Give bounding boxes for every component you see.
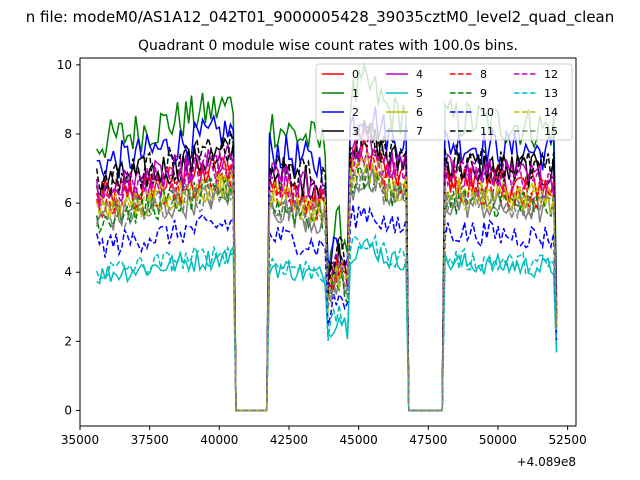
x-tick-label: 42500 xyxy=(270,433,308,447)
legend-label-0: 0 xyxy=(352,68,359,81)
x-axis-offset-label: +4.089e8 xyxy=(517,455,576,469)
legend-label-2: 2 xyxy=(352,106,359,119)
x-tick-label: 40000 xyxy=(200,433,238,447)
legend-label-9: 9 xyxy=(480,87,487,100)
x-tick-label: 52500 xyxy=(549,433,587,447)
series-line-10 xyxy=(95,204,558,412)
x-axis: 35000 37500 40000 42500 45000 47500 50000 52500 xyxy=(61,426,587,447)
legend-label-4: 4 xyxy=(416,68,423,81)
y-tick-label: 2 xyxy=(64,334,72,348)
legend-label-10: 10 xyxy=(480,106,494,119)
legend-label-14: 14 xyxy=(544,106,558,119)
plot-area-frame xyxy=(79,57,577,427)
x-tick-label: 35000 xyxy=(61,433,99,447)
legend-label-11: 11 xyxy=(480,125,494,138)
legend-label-7: 7 xyxy=(416,125,423,138)
legend-label-6: 6 xyxy=(416,106,423,119)
y-tick-label: 0 xyxy=(64,403,72,417)
series-layer xyxy=(95,62,558,412)
x-tick-label: 47500 xyxy=(409,433,447,447)
legend-label-15: 15 xyxy=(544,125,558,138)
y-axis: 0 2 4 6 8 10 xyxy=(57,58,80,417)
legend-label-8: 8 xyxy=(480,68,487,81)
x-tick-label: 50000 xyxy=(479,433,517,447)
legend-label-12: 12 xyxy=(544,68,558,81)
y-tick-label: 10 xyxy=(57,58,72,72)
series-line-13 xyxy=(95,233,558,412)
x-tick-label: 37500 xyxy=(131,433,169,447)
legend-label-5: 5 xyxy=(416,87,423,100)
chart-title: Quadrant 0 module wise count rates with … xyxy=(138,38,518,54)
series-line-7 xyxy=(95,168,558,412)
legend-label-13: 13 xyxy=(544,87,558,100)
y-tick-label: 8 xyxy=(64,127,72,141)
x-tick-label: 45000 xyxy=(340,433,378,447)
series-line-15 xyxy=(95,164,558,412)
legend-box xyxy=(315,63,573,141)
y-tick-label: 6 xyxy=(64,196,72,210)
y-tick-label: 4 xyxy=(64,265,72,279)
legend-label-1: 1 xyxy=(352,87,359,100)
figure-suptitle: n file: modeM0/AS1A12_042T01_9000005428_… xyxy=(26,8,615,27)
legend-label-3: 3 xyxy=(352,125,359,138)
